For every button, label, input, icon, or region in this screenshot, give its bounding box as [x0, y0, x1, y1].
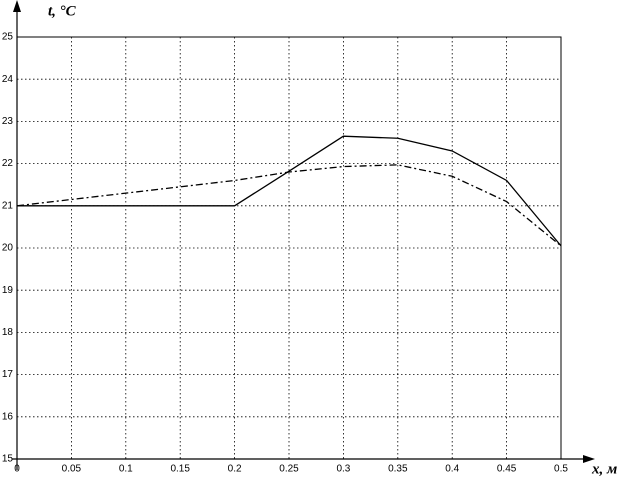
y-tick-label: 22	[2, 158, 14, 169]
x-tick-label: 0.1	[119, 464, 133, 475]
y-tick-label: 15	[2, 454, 14, 465]
y-tick-label: 23	[2, 116, 14, 127]
line-series	[17, 135, 562, 247]
x-tick-label: 0.45	[497, 464, 517, 475]
y-tick-label: 18	[2, 327, 14, 338]
y-tick-label: 19	[2, 285, 14, 296]
x-tick-label: 0.3	[336, 464, 350, 475]
line-series	[16, 164, 562, 247]
x-tick-label: 0.15	[170, 464, 190, 475]
x-tick-label: 0.25	[279, 464, 299, 475]
y-axis-label: t, °C	[48, 3, 77, 19]
y-axis-arrow	[13, 0, 21, 12]
x-tick-label: 0.4	[445, 464, 459, 475]
y-tick-label: 21	[2, 200, 14, 211]
x-tick-label: 0.35	[388, 464, 408, 475]
y-tick-label: 16	[2, 411, 14, 422]
x-tick-label: 0.5	[554, 464, 568, 475]
y-tick-label: 24	[2, 74, 14, 85]
x-tick-label: 0	[14, 464, 20, 475]
y-tick-label: 25	[2, 32, 14, 43]
x-tick-label: 0.05	[62, 464, 82, 475]
y-tick-label: 20	[2, 243, 14, 254]
y-tick-label: 17	[2, 369, 14, 380]
x-axis-label: x, м	[591, 461, 617, 477]
x-axis-arrow	[583, 455, 595, 463]
x-tick-label: 0.2	[228, 464, 242, 475]
